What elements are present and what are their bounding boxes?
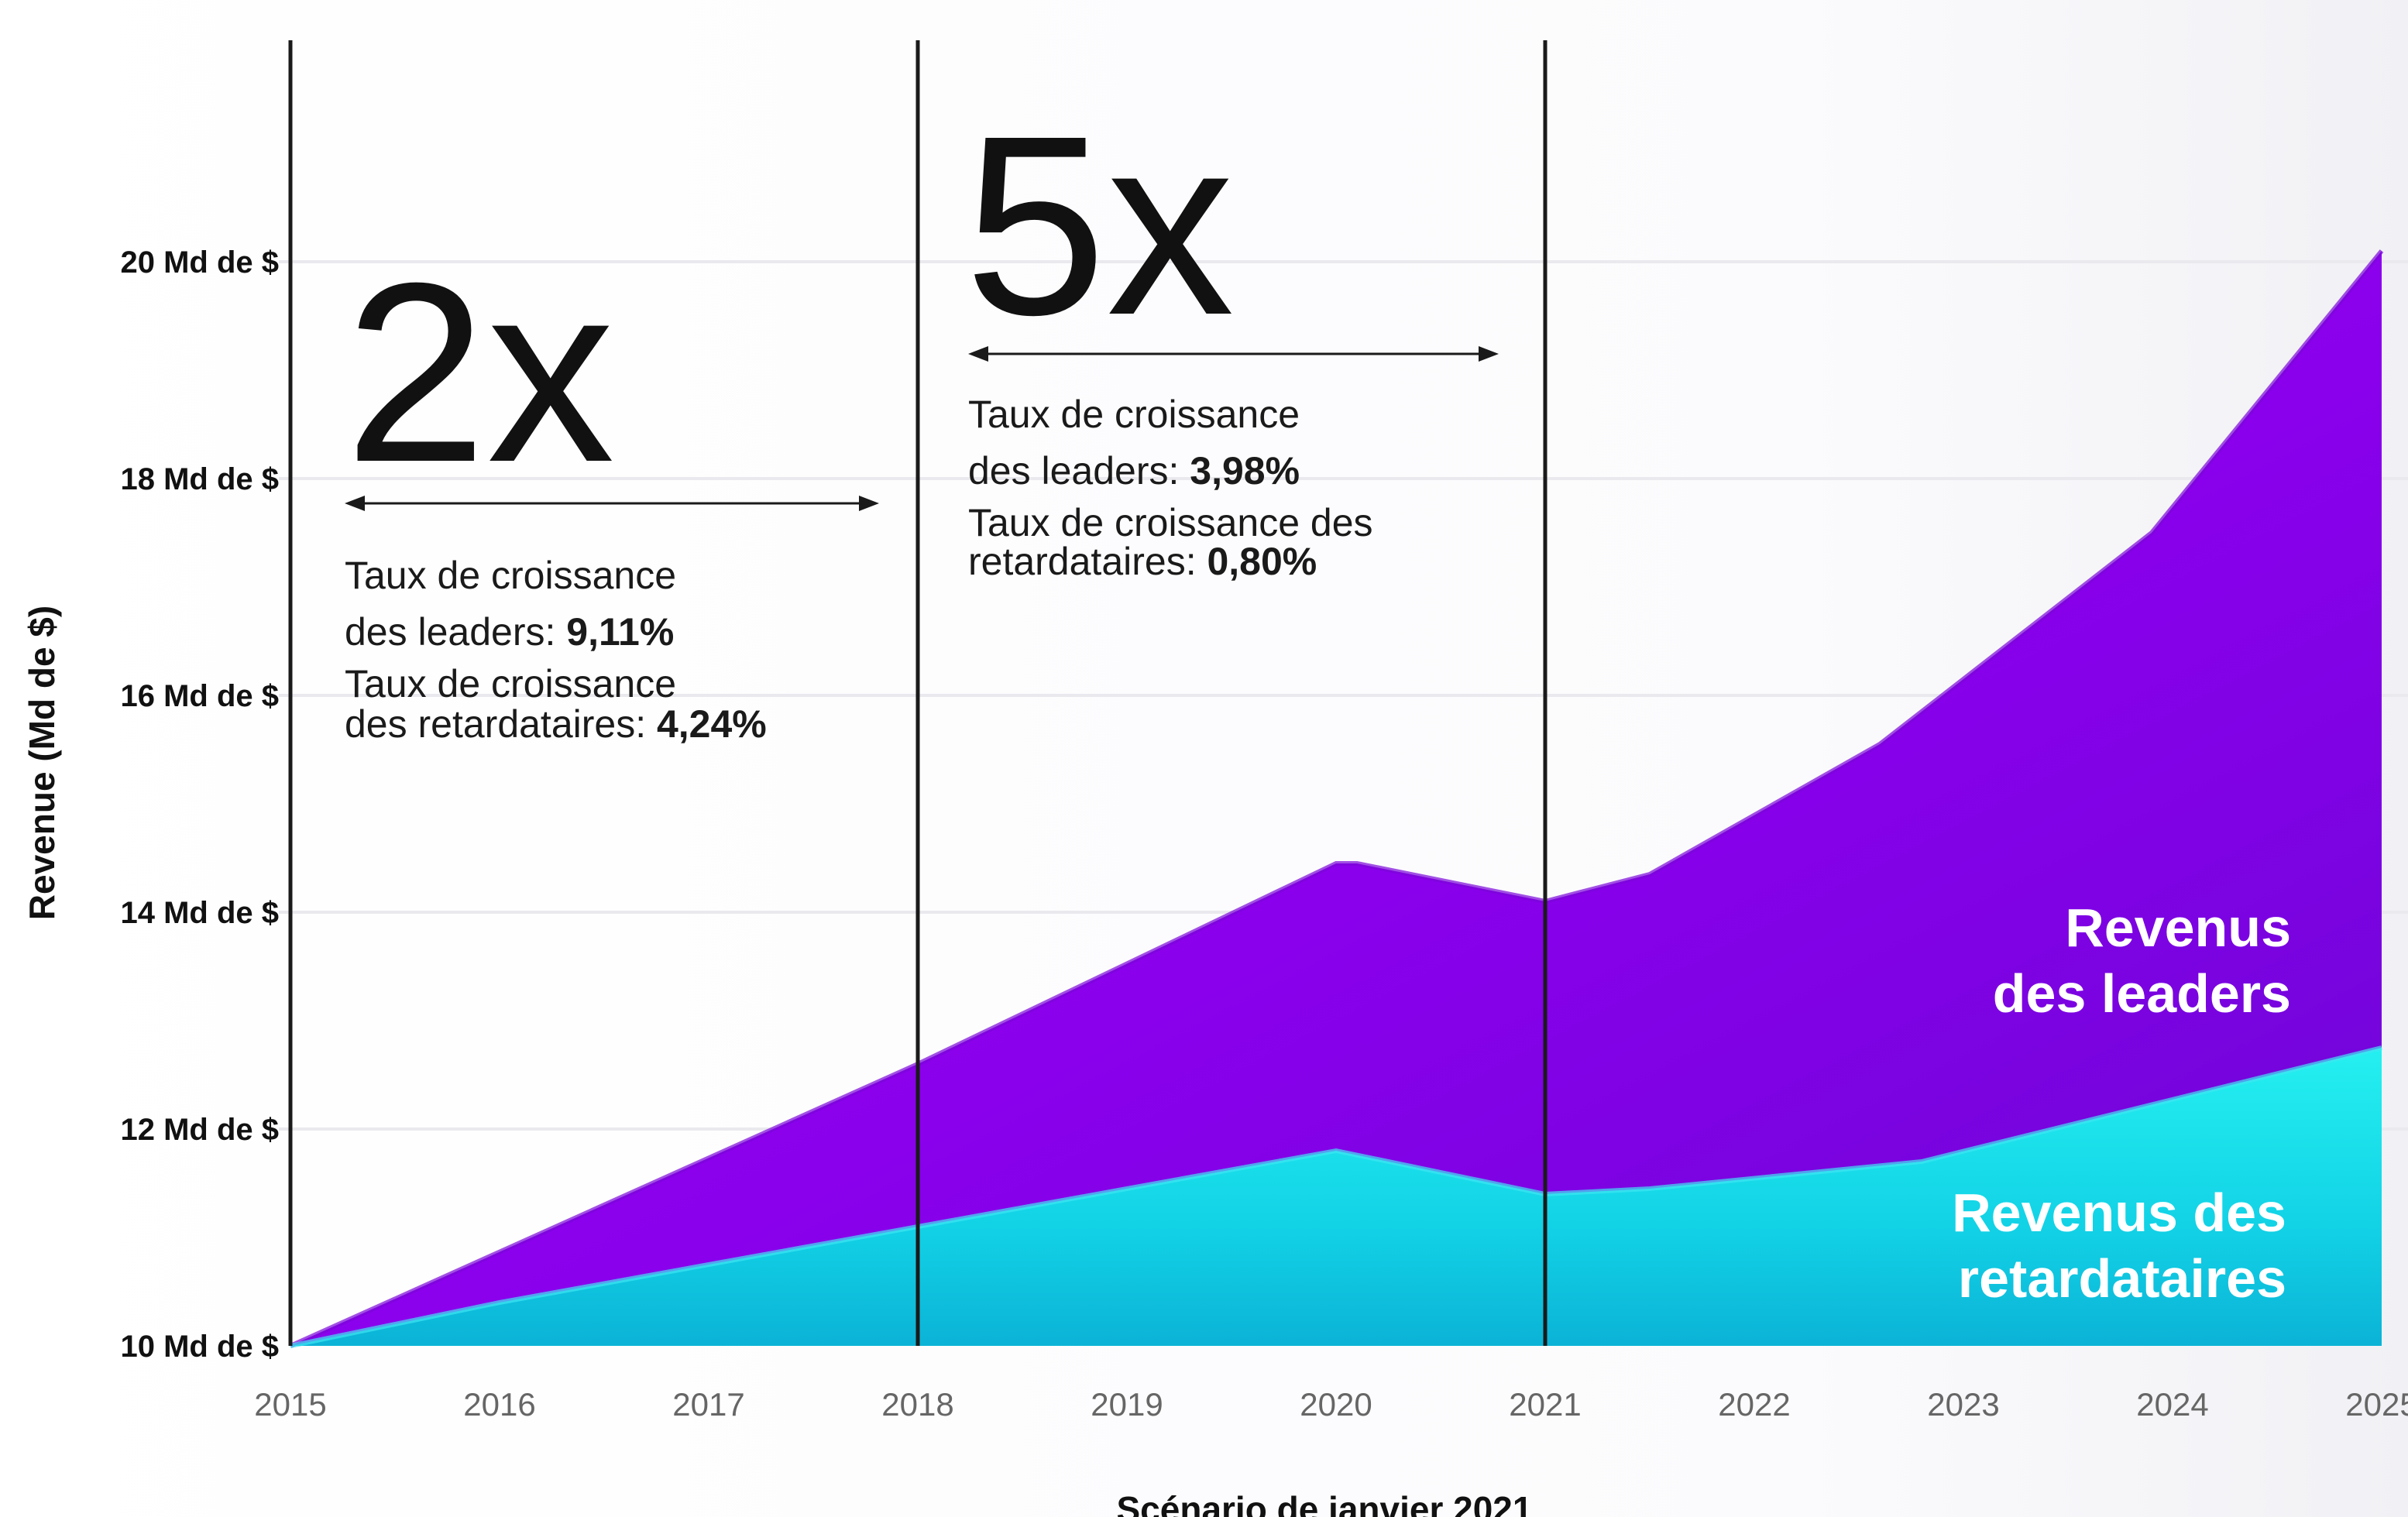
leaders-area [290,251,2382,1346]
arrow-head-left [345,496,365,511]
series-label: des leaders [1993,963,2291,1024]
x-tick-label: 2023 [1927,1386,1999,1423]
x-axis-title: Scénario de janvier 2021 [1117,1489,1533,1517]
y-tick-label: 14 Md de $ [120,896,279,930]
series-label: retardataires [1958,1248,2286,1309]
growth-multiplier: 2x [345,229,615,515]
arrow-head-right [859,496,879,511]
series-label: Revenus des [1952,1182,2286,1243]
y-tick-label: 12 Md de $ [120,1113,279,1147]
x-tick-label: 2022 [1718,1386,1790,1423]
growth-rate-text: retardataires: 0,80% [968,540,1317,583]
arrow-head-right [1479,346,1499,362]
growth-rate-text: des leaders: 9,11% [345,610,674,654]
x-tick-label: 2018 [881,1386,953,1423]
x-tick-label: 2015 [254,1386,326,1423]
x-tick-label: 2017 [672,1386,744,1423]
y-tick-label: 16 Md de $ [120,679,279,713]
y-tick-label: 18 Md de $ [120,462,279,496]
growth-rate-text: Taux de croissance [345,554,676,597]
growth-multiplier: 5x [964,82,1235,368]
growth-rate-text: des retardataires: 4,24% [345,702,767,746]
x-tick-label: 2019 [1091,1386,1163,1423]
laggards-area-edge [290,1045,2382,1348]
growth-rate-text: Taux de croissance [345,662,676,705]
y-tick-label: 10 Md de $ [120,1330,279,1364]
series-label: Revenus [2065,898,2291,958]
arrow-head-left [968,346,988,362]
x-tick-label: 2021 [1509,1386,1581,1423]
x-tick-label: 2020 [1300,1386,1372,1423]
x-tick-label: 2016 [463,1386,535,1423]
y-tick-label: 20 Md de $ [120,245,279,280]
y-axis-title: Revenue (Md de $) [22,606,62,920]
growth-rate-text: Taux de croissance des [968,501,1373,544]
laggards-area [290,1048,2382,1346]
x-tick-label: 2024 [2136,1386,2208,1423]
growth-rate-text: Taux de croissance [968,393,1300,436]
x-tick-label: 2025 [2345,1386,2408,1423]
growth-rate-text: des leaders: 3,98% [968,449,1300,493]
